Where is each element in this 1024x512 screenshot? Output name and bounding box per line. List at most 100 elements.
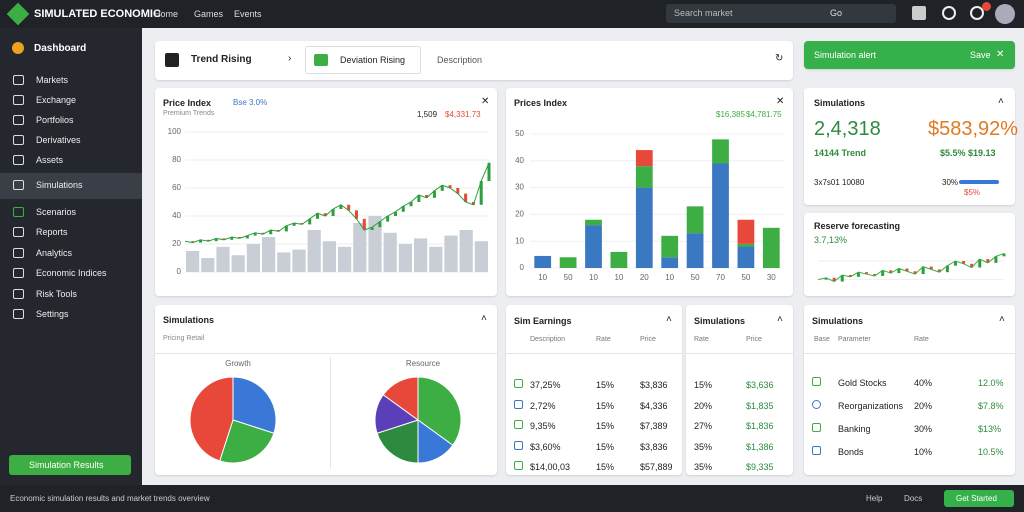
icon [13,288,24,299]
bar-segment [737,246,755,268]
cell: 20% [694,400,713,411]
pie-slice [376,419,419,464]
sidebar-item[interactable]: Analytics [36,247,73,258]
earnings-card: Sim Earnings ˄ Description Rate Price 37,25% 1… [506,305,682,475]
cell: 20% [914,401,933,411]
icon[interactable] [942,6,956,20]
toolbar-item[interactable]: Trend Rising [191,54,252,65]
sidebar-item[interactable]: Risk Tools [36,288,77,299]
candle [354,210,358,219]
cell: $7,389 [640,421,668,431]
candle [889,270,893,274]
row-icon [514,440,523,450]
search-placeholder: Search market [674,8,733,18]
candle [953,261,957,266]
candle [386,216,390,222]
sidebar-item[interactable]: Reports [36,227,68,237]
column-header: Rate [694,336,709,343]
card-title: Simulations [694,316,746,326]
row-icon [812,423,821,432]
footer-link[interactable]: Docs [904,494,923,503]
badge [982,2,991,11]
pie-slice [417,376,462,446]
footer-link[interactable]: Help [866,494,883,503]
close[interactable]: ✕ [481,96,490,107]
chevron: › [288,53,292,64]
forecast-chart [817,253,1006,283]
chevron[interactable]: ˄ [998,96,1004,107]
candle [970,263,974,268]
cell: 15% [694,380,713,390]
divider [506,353,682,354]
pie-card: Simulations ˄ Pricing Retail Growth Resou… [155,305,497,475]
cell: Reorganizations [838,401,904,411]
toolbar-item[interactable]: Description [437,55,483,65]
icon[interactable]: ↻ [775,53,784,64]
volume-bar [414,238,428,272]
candle [277,230,281,232]
candle [832,277,836,282]
nav-item[interactable]: Home [154,9,179,19]
footer-button[interactable]: Get Started [944,490,1014,507]
sidebar-item[interactable]: Scenarios [36,206,77,217]
candle [856,272,860,277]
toolbar-item: Deviation Rising [340,55,406,65]
close[interactable]: ✕ [776,96,785,107]
nav-item[interactable]: Events [234,9,262,19]
bar-segment [762,227,780,268]
sidebar-item[interactable]: Economic Indices [36,268,107,278]
icon [13,115,24,125]
bar-segment [635,187,653,268]
divider [330,357,331,469]
tab[interactable]: Deviation Rising [305,46,421,74]
icon[interactable] [970,6,984,20]
candle [848,275,852,277]
sidebar-item[interactable]: Exchange [36,95,77,105]
alert-action[interactable]: Save [970,50,991,60]
cell: Gold Stocks [838,378,887,388]
bar-segment [635,166,653,188]
chevron[interactable]: ˄ [666,314,672,325]
sidebar-item[interactable]: Derivatives [36,135,81,145]
sidebar-item[interactable]: Settings [36,309,69,319]
y-tick-label: 20 [172,239,181,248]
sidebar-item[interactable]: Markets [36,75,69,85]
candle [994,256,998,263]
icon [12,42,24,54]
forecast-card: Reserve forecasting 3.7,13% [804,213,1015,296]
candle [897,268,901,274]
x-tick-label: 50 [691,273,700,282]
search-button[interactable]: Go [830,8,843,18]
chevron[interactable]: ˄ [777,314,783,325]
avatar[interactable] [995,4,1015,24]
volume-bar [398,244,412,272]
alert: Simulation alert Save ✕ [804,41,1015,69]
icon [13,247,24,258]
search-box[interactable]: Search market Go [666,4,896,23]
value: 3.7,13% [814,235,848,245]
sidebar-item[interactable]: Portfolios [36,115,74,125]
top-bar: SIMULATED ECONOMIC Home Games Events Searc… [0,0,1024,28]
cell: 15% [596,441,615,452]
progress [959,180,999,184]
nav-item[interactable]: Games [194,9,224,19]
sidebar-item[interactable]: Assets [36,155,64,165]
close[interactable]: ✕ [996,49,1005,60]
icon[interactable] [912,6,926,20]
row-label: 3x7s01 10080 [814,178,865,187]
candle [284,225,288,232]
cell: 15% [596,462,615,472]
candle [206,239,210,242]
price-chart: 0 20 40 60 80 100 [168,127,491,276]
chevron[interactable]: ˄ [999,314,1005,325]
sidebar-item[interactable]: Simulations [36,180,83,190]
candle [292,223,296,226]
sidebar-button[interactable]: Simulation Results [9,455,131,475]
icon [13,155,24,165]
y-tick-label: 100 [168,127,182,136]
bar-segment [712,163,729,268]
chevron[interactable]: ˄ [481,313,487,324]
icon [13,75,24,85]
bar-segment [661,235,679,258]
stat: $4,331.73 [445,110,481,119]
